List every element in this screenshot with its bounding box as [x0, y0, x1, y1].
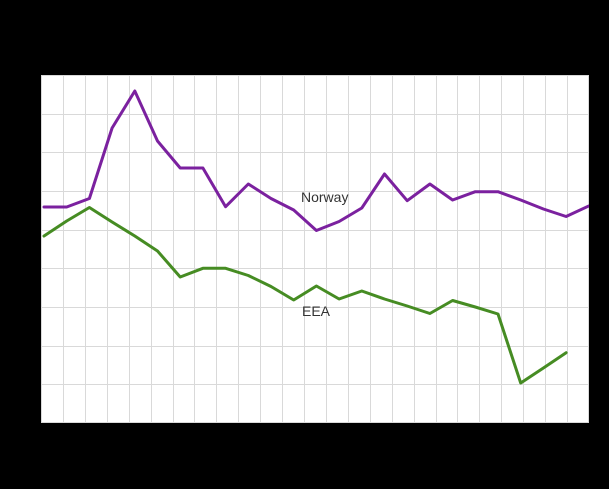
series-label-norway: Norway	[301, 189, 349, 205]
series-line-norway	[42, 89, 589, 232]
series-label-eea: EEA	[302, 303, 331, 319]
plot-area: Norway EEA	[41, 75, 589, 423]
chart-svg	[41, 75, 589, 423]
series-line-eea	[42, 206, 568, 385]
